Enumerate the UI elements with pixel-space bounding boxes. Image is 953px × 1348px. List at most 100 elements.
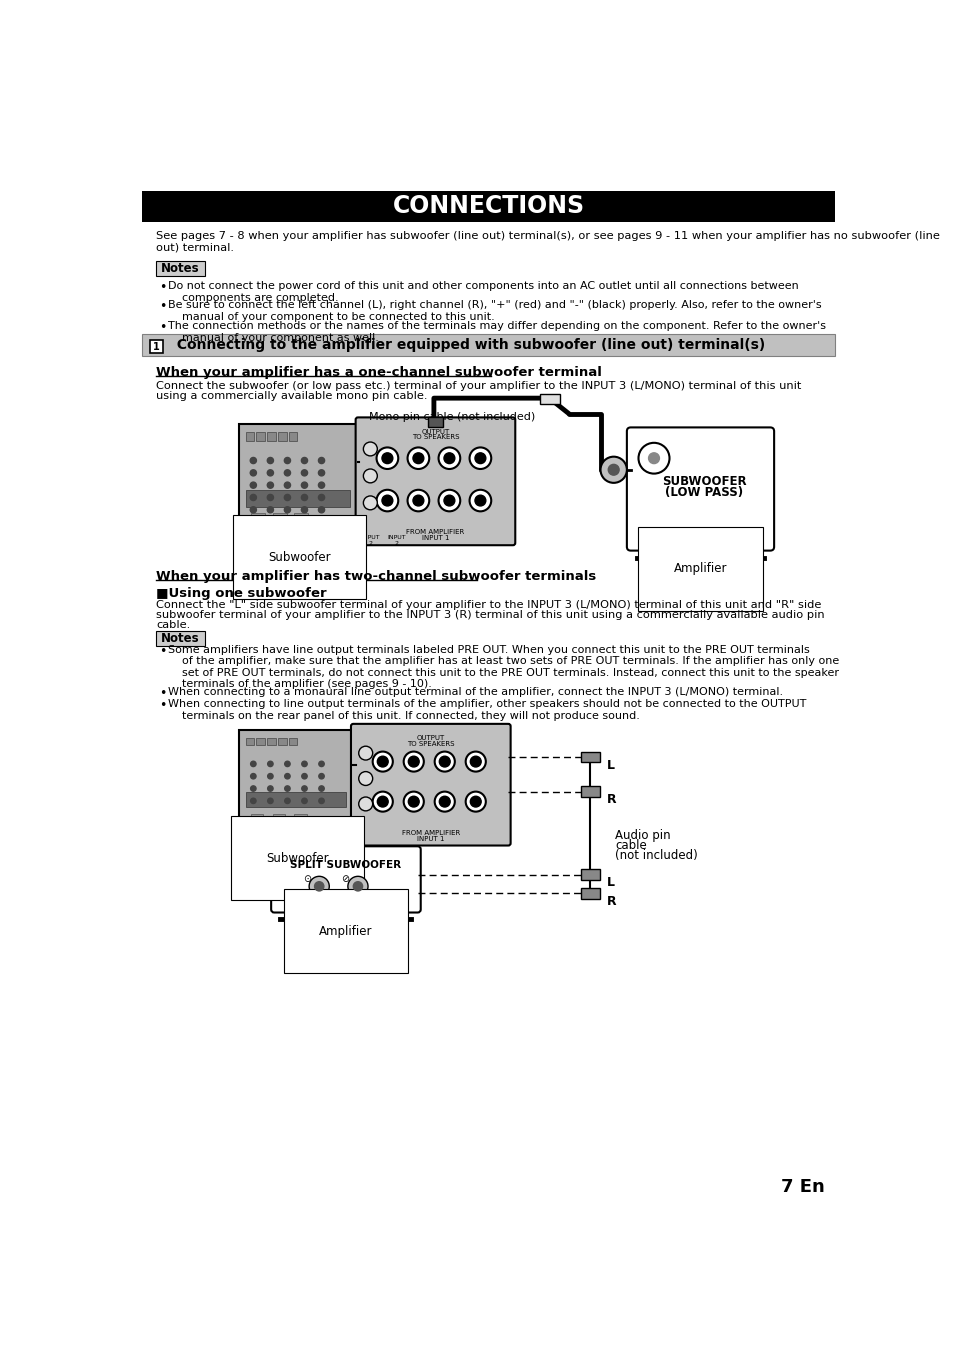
FancyBboxPatch shape	[351, 724, 510, 845]
Text: Notes: Notes	[161, 632, 199, 644]
Circle shape	[251, 762, 255, 767]
FancyBboxPatch shape	[239, 731, 355, 836]
Text: Some amplifiers have line output terminals labeled PRE OUT. When you connect thi: Some amplifiers have line output termina…	[168, 644, 839, 689]
Circle shape	[377, 756, 388, 767]
Circle shape	[251, 774, 255, 779]
Circle shape	[301, 774, 307, 779]
Circle shape	[250, 469, 256, 476]
Text: Connecting to the amplifier equipped with subwoofer (line out) terminal(s): Connecting to the amplifier equipped wit…	[167, 338, 764, 352]
Circle shape	[469, 489, 491, 511]
FancyBboxPatch shape	[150, 341, 162, 353]
FancyBboxPatch shape	[155, 631, 205, 646]
Circle shape	[301, 483, 307, 488]
Circle shape	[301, 507, 307, 512]
Circle shape	[363, 442, 377, 456]
Circle shape	[438, 448, 459, 469]
Circle shape	[373, 791, 393, 811]
Circle shape	[439, 756, 450, 767]
FancyBboxPatch shape	[273, 814, 285, 821]
Text: INPUT 1: INPUT 1	[416, 836, 444, 842]
Text: Subwoofer: Subwoofer	[268, 550, 331, 563]
Text: INPUT
2: INPUT 2	[387, 535, 406, 546]
Text: Be sure to connect the left channel (L), right channel (R), "+" (red) and "-" (b: Be sure to connect the left channel (L),…	[168, 301, 821, 322]
Circle shape	[470, 797, 480, 807]
FancyBboxPatch shape	[580, 888, 599, 899]
FancyBboxPatch shape	[245, 489, 350, 507]
Circle shape	[376, 489, 397, 511]
Circle shape	[381, 453, 393, 464]
Circle shape	[251, 798, 255, 803]
Text: Amplifier: Amplifier	[673, 562, 726, 576]
Circle shape	[413, 453, 423, 464]
Text: (LOW PASS): (LOW PASS)	[664, 487, 742, 499]
Circle shape	[443, 453, 455, 464]
Text: •: •	[159, 687, 167, 700]
Circle shape	[318, 495, 324, 500]
Circle shape	[435, 752, 455, 771]
Text: TO SPEAKERS: TO SPEAKERS	[407, 741, 454, 747]
Circle shape	[475, 495, 485, 506]
Circle shape	[251, 786, 255, 791]
Circle shape	[267, 457, 274, 464]
FancyBboxPatch shape	[580, 786, 599, 797]
Circle shape	[408, 756, 418, 767]
Circle shape	[377, 797, 388, 807]
Text: cable: cable	[615, 840, 646, 852]
FancyBboxPatch shape	[245, 737, 253, 745]
Text: •: •	[159, 644, 167, 658]
Circle shape	[318, 457, 324, 464]
Text: INPUT
2: INPUT 2	[360, 535, 379, 546]
Text: FROM AMPLIFIER: FROM AMPLIFIER	[406, 528, 464, 535]
FancyBboxPatch shape	[271, 847, 420, 913]
FancyBboxPatch shape	[142, 191, 835, 222]
Circle shape	[358, 771, 373, 786]
Circle shape	[470, 756, 480, 767]
Text: Audio pin: Audio pin	[615, 829, 670, 842]
Text: Subwoofer: Subwoofer	[266, 852, 329, 864]
Text: L: L	[606, 759, 614, 771]
Text: •: •	[159, 282, 167, 294]
Circle shape	[250, 483, 256, 488]
Circle shape	[439, 797, 450, 807]
FancyBboxPatch shape	[267, 737, 275, 745]
Text: R: R	[606, 895, 616, 907]
Text: ⊙: ⊙	[302, 874, 311, 884]
FancyBboxPatch shape	[278, 737, 286, 745]
Circle shape	[284, 483, 291, 488]
Text: FROM AMPLIFIER: FROM AMPLIFIER	[401, 830, 459, 836]
FancyBboxPatch shape	[267, 431, 275, 441]
FancyBboxPatch shape	[626, 427, 773, 550]
Text: Connect the subwoofer (or low pass etc.) terminal of your amplifier to the INPUT: Connect the subwoofer (or low pass etc.)…	[156, 381, 801, 391]
Circle shape	[314, 882, 323, 891]
FancyBboxPatch shape	[355, 418, 515, 545]
Circle shape	[638, 442, 669, 473]
Circle shape	[250, 457, 256, 464]
Text: When your amplifier has two-channel subwoofer terminals: When your amplifier has two-channel subw…	[156, 570, 596, 582]
Circle shape	[363, 469, 377, 483]
Text: When connecting to a monaural line output terminal of the amplifier, connect the: When connecting to a monaural line outpu…	[168, 687, 782, 697]
Text: SPLIT SUBWOOFER: SPLIT SUBWOOFER	[290, 860, 401, 871]
Circle shape	[284, 457, 291, 464]
FancyBboxPatch shape	[256, 431, 265, 441]
Text: CONNECTIONS: CONNECTIONS	[393, 194, 584, 218]
Circle shape	[301, 786, 307, 791]
Circle shape	[465, 752, 485, 771]
FancyBboxPatch shape	[427, 417, 443, 427]
FancyBboxPatch shape	[294, 814, 307, 821]
FancyBboxPatch shape	[580, 752, 599, 763]
Circle shape	[318, 469, 324, 476]
Circle shape	[465, 791, 485, 811]
Circle shape	[318, 798, 324, 803]
Text: TO SPEAKERS: TO SPEAKERS	[412, 434, 458, 441]
Circle shape	[301, 798, 307, 803]
Circle shape	[353, 882, 362, 891]
Text: When your amplifier has a one-channel subwoofer terminal: When your amplifier has a one-channel su…	[156, 365, 601, 379]
Circle shape	[284, 786, 290, 791]
Circle shape	[318, 483, 324, 488]
Text: ⊘: ⊘	[341, 874, 349, 884]
Text: (not included): (not included)	[615, 849, 698, 863]
Text: L: L	[606, 876, 614, 890]
Circle shape	[363, 496, 377, 510]
Circle shape	[358, 747, 373, 760]
Circle shape	[268, 774, 273, 779]
